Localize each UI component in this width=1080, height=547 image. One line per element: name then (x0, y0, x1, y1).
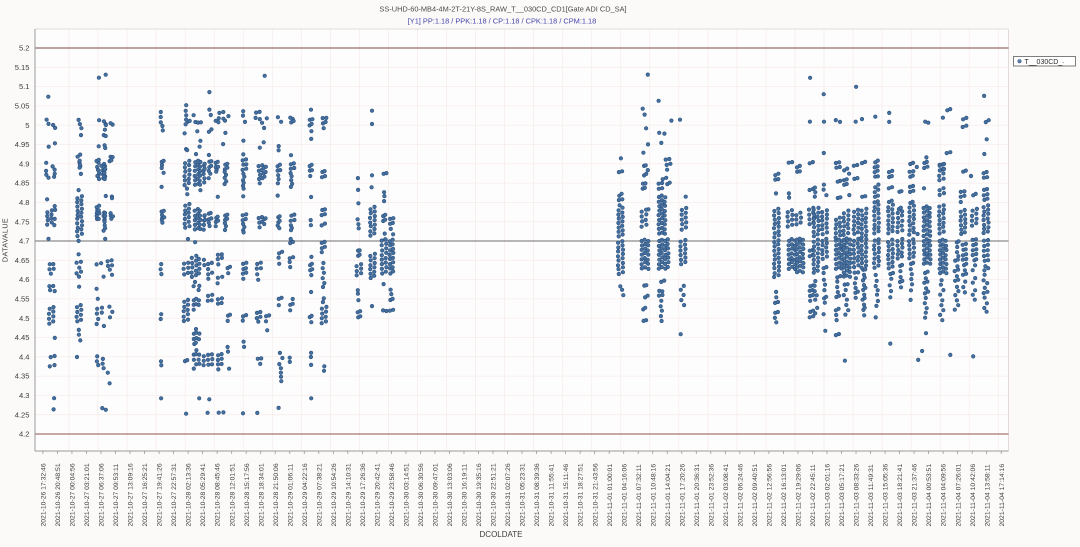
svg-text:2021-11-03 05:17:21: 2021-11-03 05:17:21 (839, 464, 846, 527)
svg-text:2021-10-28 05:29:41: 2021-10-28 05:29:41 (200, 463, 207, 526)
svg-text:2021-10-30 13:03:06: 2021-10-30 13:03:06 (447, 463, 454, 526)
svg-text:2021-10-27 22:57:31: 2021-10-27 22:57:31 (171, 463, 178, 526)
svg-text:4.65: 4.65 (15, 256, 30, 265)
svg-text:2021-11-02 09:40:51: 2021-11-02 09:40:51 (752, 464, 759, 527)
svg-text:2021-11-01 01:00:01: 2021-11-01 01:00:01 (607, 464, 614, 527)
svg-text:4.45: 4.45 (15, 333, 30, 342)
svg-text:4.75: 4.75 (15, 217, 30, 226)
svg-text:2021-10-31 08:39:36: 2021-10-31 08:39:36 (534, 463, 541, 526)
svg-text:2021-10-31 18:27:51: 2021-10-31 18:27:51 (578, 463, 585, 526)
svg-text:2021-10-31 21:43:56: 2021-10-31 21:43:56 (592, 463, 599, 526)
svg-text:2021-10-26 17:32:46: 2021-10-26 17:32:46 (41, 463, 48, 526)
svg-text:2021-11-01 23:52:36: 2021-11-01 23:52:36 (708, 464, 715, 527)
svg-text:2021-10-27 16:25:21: 2021-10-27 16:25:21 (142, 463, 149, 526)
svg-text:4.3: 4.3 (19, 391, 30, 400)
svg-text:4.2: 4.2 (19, 430, 30, 439)
svg-text:2021-10-29 23:58:46: 2021-10-29 23:58:46 (389, 463, 396, 526)
svg-text:4.85: 4.85 (15, 179, 30, 188)
svg-text:2021-11-01 10:48:16: 2021-11-01 10:48:16 (650, 464, 657, 527)
svg-text:4.8: 4.8 (19, 198, 30, 207)
svg-text:SS-UHD-60-MB4-4M-2T-21Y-8S_RAW: SS-UHD-60-MB4-4M-2T-21Y-8S_RAW_T__030CD_… (379, 5, 626, 14)
svg-text:2021-10-27 19:41:26: 2021-10-27 19:41:26 (157, 463, 164, 526)
svg-text:DCOLDATE: DCOLDATE (480, 530, 523, 539)
svg-text:2021-10-30 03:14:51: 2021-10-30 03:14:51 (404, 463, 411, 526)
svg-text:2021-10-26 20:48:51: 2021-10-26 20:48:51 (55, 463, 62, 526)
svg-text:2021-11-01 14:04:21: 2021-11-01 14:04:21 (665, 464, 672, 527)
svg-text:2021-10-29 04:22:16: 2021-10-29 04:22:16 (302, 463, 309, 526)
svg-text:5.05: 5.05 (15, 102, 30, 111)
svg-text:5: 5 (25, 121, 29, 130)
svg-text:2021-11-04 00:53:51: 2021-11-04 00:53:51 (926, 464, 933, 527)
svg-text:2021-11-03 15:05:36: 2021-11-03 15:05:36 (883, 464, 890, 527)
svg-text:2021-10-27 06:37:06: 2021-10-27 06:37:06 (99, 463, 106, 526)
svg-text:2021-10-31 05:23:31: 2021-10-31 05:23:31 (520, 463, 527, 526)
svg-text:2021-10-28 02:13:36: 2021-10-28 02:13:36 (186, 463, 193, 526)
svg-text:2021-10-30 06:30:56: 2021-10-30 06:30:56 (418, 463, 425, 526)
svg-text:2021-11-04 17:14:16: 2021-11-04 17:14:16 (999, 464, 1006, 527)
svg-text:2021-10-30 22:51:21: 2021-10-30 22:51:21 (491, 463, 498, 526)
svg-text:2021-11-03 21:37:46: 2021-11-03 21:37:46 (912, 464, 919, 527)
svg-text:2021-10-28 15:17:56: 2021-10-28 15:17:56 (244, 463, 251, 526)
svg-text:2021-10-28 18:34:01: 2021-10-28 18:34:01 (258, 463, 265, 526)
svg-text:4.5: 4.5 (19, 314, 30, 323)
svg-text:2021-10-30 16:19:11: 2021-10-30 16:19:11 (462, 464, 469, 527)
svg-text:4.7: 4.7 (19, 237, 30, 246)
svg-text:2021-10-31 11:55:41: 2021-10-31 11:55:41 (549, 464, 556, 527)
svg-text:2021-11-02 19:29:06: 2021-11-02 19:29:06 (796, 464, 803, 527)
svg-text:2021-11-04 10:42:06: 2021-11-04 10:42:06 (970, 464, 977, 527)
svg-text:5.15: 5.15 (15, 63, 30, 72)
svg-text:4.35: 4.35 (15, 372, 30, 381)
svg-text:2021-11-02 22:45:11: 2021-11-02 22:45:11 (810, 464, 817, 526)
svg-text:2021-11-01 04:16:06: 2021-11-01 04:16:06 (621, 464, 628, 527)
svg-text:2021-11-02 03:08:41: 2021-11-02 03:08:41 (723, 464, 730, 527)
svg-text:[Y1] PP:1.18 / PPK:1.18 / CP:1: [Y1] PP:1.18 / PPK:1.18 / CP:1.18 / CPK:… (408, 17, 597, 26)
svg-text:2021-10-28 21:50:06: 2021-10-28 21:50:06 (273, 463, 280, 526)
svg-text:2021-11-02 06:24:46: 2021-11-02 06:24:46 (737, 464, 744, 527)
svg-text:4.9: 4.9 (19, 159, 30, 168)
svg-text:2021-11-04 07:26:01: 2021-11-04 07:26:01 (955, 464, 962, 527)
svg-text:2021-10-28 08:45:46: 2021-10-28 08:45:46 (215, 463, 222, 526)
svg-text:4.25: 4.25 (15, 410, 30, 419)
svg-text:DATAVALUE: DATAVALUE (1, 218, 10, 262)
svg-text:4.55: 4.55 (15, 295, 30, 304)
svg-text:4.6: 4.6 (19, 275, 30, 284)
svg-text:2021-11-01 20:36:31: 2021-11-01 20:36:31 (694, 464, 701, 527)
svg-text:2021-11-01 17:20:26: 2021-11-01 17:20:26 (679, 464, 686, 527)
svg-text:5.2: 5.2 (19, 44, 30, 53)
svg-text:2021-10-29 17:26:36: 2021-10-29 17:26:36 (360, 463, 367, 526)
svg-text:2021-10-30 19:35:16: 2021-10-30 19:35:16 (476, 463, 483, 526)
svg-text:2021-10-28 12:01:51: 2021-10-28 12:01:51 (229, 463, 236, 526)
svg-text:2021-10-29 14:10:31: 2021-10-29 14:10:31 (345, 463, 352, 526)
svg-text:2021-11-04 04:09:56: 2021-11-04 04:09:56 (941, 464, 948, 527)
svg-text:5.1: 5.1 (19, 82, 30, 91)
svg-text:2021-11-01 07:32:11: 2021-11-01 07:32:11 (636, 464, 643, 526)
svg-text:4.95: 4.95 (15, 140, 30, 149)
svg-text:2021-10-29 20:42:41: 2021-10-29 20:42:41 (374, 463, 381, 526)
svg-text:2021-10-27 03:21:01: 2021-10-27 03:21:01 (84, 463, 91, 526)
svg-text:2021-10-27 13:09:16: 2021-10-27 13:09:16 (128, 463, 135, 526)
svg-text:4.4: 4.4 (19, 352, 30, 361)
svg-text:2021-10-29 01:06:11: 2021-10-29 01:06:11 (287, 464, 294, 527)
svg-text:2021-11-03 18:21:41: 2021-11-03 18:21:41 (897, 464, 904, 527)
svg-text:2021-11-02 12:56:56: 2021-11-02 12:56:56 (767, 464, 774, 527)
svg-text:2021-10-27 09:53:11: 2021-10-27 09:53:11 (113, 464, 120, 527)
svg-text:2021-11-04 13:58:11: 2021-11-04 13:58:11 (984, 464, 991, 526)
svg-text:2021-11-02 16:13:01: 2021-11-02 16:13:01 (781, 464, 788, 527)
svg-text:2021-10-31 02:07:26: 2021-10-31 02:07:26 (505, 463, 512, 526)
svg-text:2021-11-03 02:01:16: 2021-11-03 02:01:16 (825, 464, 832, 527)
svg-text:2021-10-31 15:11:46: 2021-10-31 15:11:46 (563, 464, 570, 527)
svg-text:2021-11-03 08:33:26: 2021-11-03 08:33:26 (854, 464, 861, 527)
svg-text:T__030CD_-: T__030CD_- (1025, 59, 1065, 66)
svg-text:2021-10-29 07:38:21: 2021-10-29 07:38:21 (316, 463, 323, 526)
svg-text:2021-10-27 00:04:56: 2021-10-27 00:04:56 (70, 463, 77, 526)
svg-text:2021-10-29 10:54:26: 2021-10-29 10:54:26 (331, 463, 338, 526)
svg-text:2021-10-30 09:47:01: 2021-10-30 09:47:01 (433, 463, 440, 526)
svg-text:2021-11-03 11:49:31: 2021-11-03 11:49:31 (868, 464, 875, 526)
